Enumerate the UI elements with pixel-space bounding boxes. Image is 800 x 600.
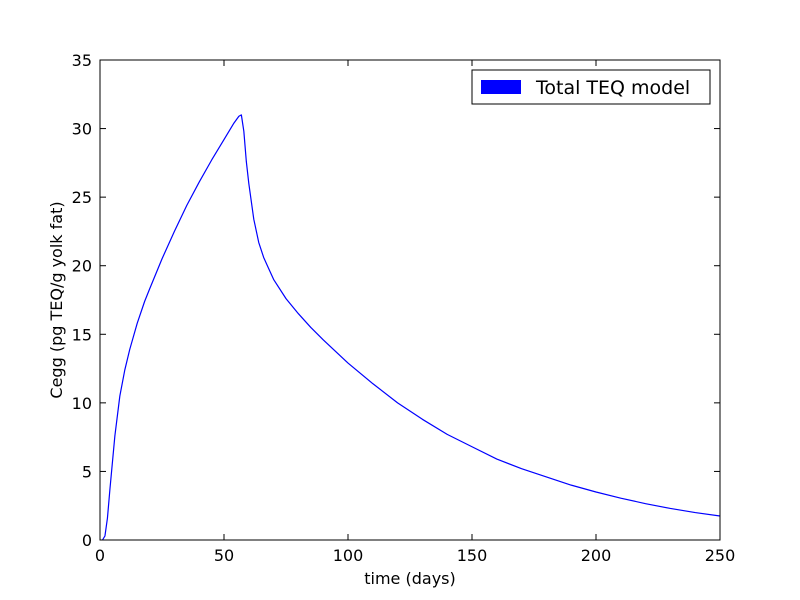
y-tick-label: 0 [82, 531, 92, 550]
x-tick-label: 150 [457, 546, 488, 565]
y-tick-label: 35 [72, 51, 92, 70]
x-tick-label: 250 [705, 546, 736, 565]
y-tick-label: 20 [72, 257, 92, 276]
y-tick-label: 5 [82, 462, 92, 481]
x-tick-label: 100 [333, 546, 364, 565]
legend: Total TEQ model [471, 69, 711, 105]
y-axis-label: Cegg (pg TEQ/g yolk fat) [47, 201, 66, 398]
plot-frame [99, 59, 721, 541]
y-tick-label: 25 [72, 188, 92, 207]
x-tick-label: 0 [95, 546, 105, 565]
series-line [101, 114, 721, 541]
x-tick-label: 200 [581, 546, 612, 565]
y-tick-label: 15 [72, 325, 92, 344]
y-tick-label: 10 [72, 394, 92, 413]
legend-swatch [481, 80, 521, 94]
series-layer [101, 114, 721, 541]
x-axis-label: time (days) [364, 569, 455, 588]
ticks-layer: 0 50 100 150 200 250 0 5 10 15 20 25 30 35 [72, 51, 736, 565]
x-tick-label: 50 [214, 546, 234, 565]
y-tick-label: 30 [72, 120, 92, 139]
legend-label: Total TEQ model [535, 77, 690, 99]
